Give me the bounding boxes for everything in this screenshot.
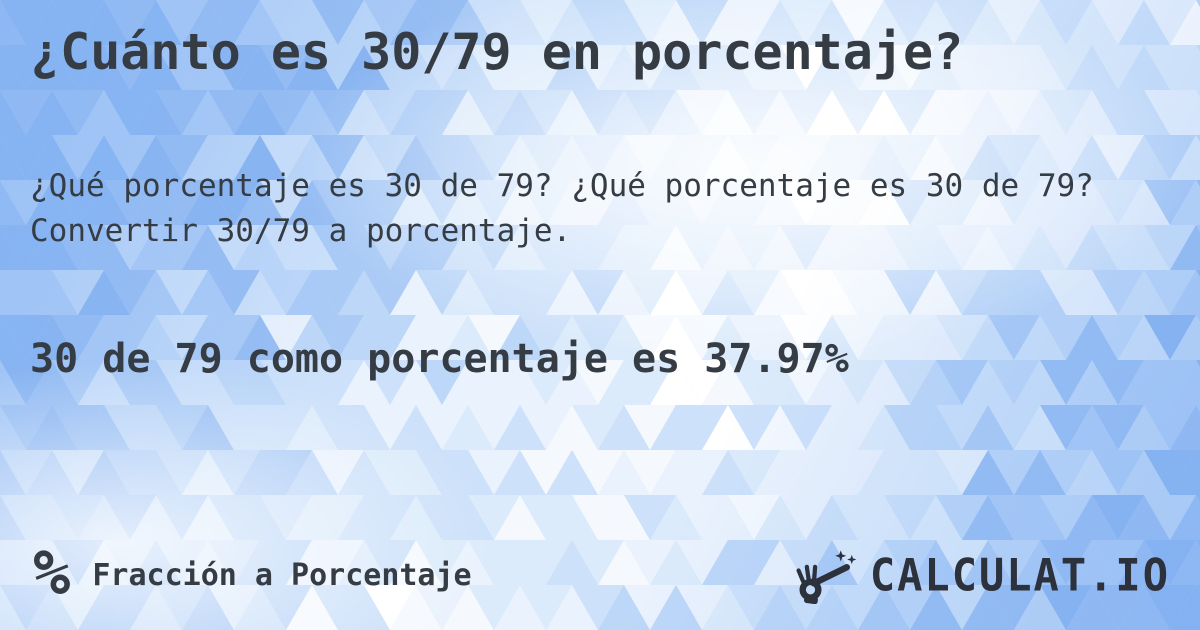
percent-icon: % xyxy=(33,536,71,609)
brand-text: CALCULAT.IO xyxy=(869,549,1170,602)
category-label: Fracción a Porcentaje xyxy=(92,557,472,593)
answer-text: 30 de 79 como porcentaje es 37.97% xyxy=(30,336,849,382)
category-badge: % Fracción a Porcentaje xyxy=(33,536,472,609)
brand-logo: CALCULAT.IO xyxy=(794,548,1170,604)
footer: % Fracción a Porcentaje xyxy=(0,520,1200,630)
magic-wand-hand-icon xyxy=(796,550,857,604)
page-description: ¿Qué porcentaje es 30 de 79? ¿Qué porcen… xyxy=(30,168,1094,249)
page-title: ¿Cuánto es 30/79 en porcentaje? xyxy=(30,23,964,81)
